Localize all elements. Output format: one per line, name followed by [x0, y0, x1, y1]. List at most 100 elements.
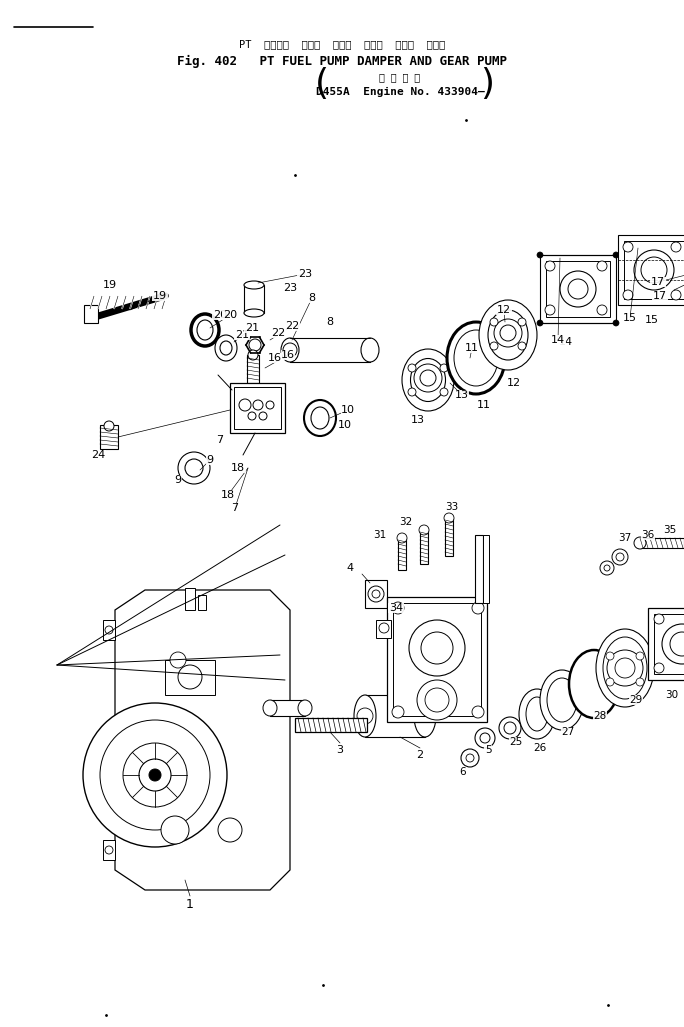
- Circle shape: [421, 632, 453, 664]
- Text: 13: 13: [455, 390, 469, 400]
- Bar: [618, 235, 684, 305]
- Text: (: (: [315, 67, 329, 101]
- Ellipse shape: [263, 700, 277, 716]
- Circle shape: [397, 533, 407, 543]
- Bar: [103, 840, 115, 860]
- Circle shape: [490, 318, 498, 326]
- Text: 34: 34: [389, 603, 403, 613]
- Text: PT  フェエル  ポンプ  ダンパ  および  ギター  ポンプ: PT フェエル ポンプ ダンパ および ギター ポンプ: [239, 39, 445, 49]
- Ellipse shape: [215, 335, 237, 362]
- Circle shape: [537, 252, 543, 258]
- Circle shape: [248, 412, 256, 420]
- Ellipse shape: [414, 695, 436, 737]
- Text: 23: 23: [283, 283, 297, 293]
- Text: 29: 29: [629, 695, 643, 705]
- Circle shape: [613, 252, 619, 258]
- Circle shape: [408, 364, 416, 372]
- Bar: [445, 518, 453, 556]
- Bar: [546, 261, 610, 317]
- Circle shape: [604, 565, 610, 571]
- Text: 12: 12: [497, 305, 511, 315]
- Ellipse shape: [354, 695, 376, 737]
- Text: 24: 24: [91, 450, 105, 460]
- Circle shape: [600, 561, 614, 575]
- Circle shape: [440, 364, 448, 372]
- Text: 17: 17: [653, 291, 667, 301]
- Text: 4: 4: [346, 563, 354, 573]
- Text: 15: 15: [623, 313, 637, 324]
- Circle shape: [606, 678, 614, 686]
- Circle shape: [372, 589, 380, 598]
- Text: 14: 14: [559, 337, 573, 347]
- Bar: [483, 535, 489, 603]
- Circle shape: [518, 342, 526, 350]
- Circle shape: [185, 459, 203, 477]
- Circle shape: [641, 257, 667, 283]
- Circle shape: [472, 602, 484, 614]
- Circle shape: [357, 708, 373, 724]
- Ellipse shape: [244, 309, 264, 317]
- Ellipse shape: [547, 678, 577, 722]
- Circle shape: [440, 388, 448, 396]
- Circle shape: [654, 663, 664, 673]
- Circle shape: [417, 680, 457, 720]
- Circle shape: [178, 452, 210, 484]
- Text: 6: 6: [460, 767, 466, 777]
- Text: 8: 8: [326, 317, 334, 327]
- Text: Fig. 402   PT FUEL PUMP DAMPER AND GEAR PUMP: Fig. 402 PT FUEL PUMP DAMPER AND GEAR PU…: [177, 54, 507, 68]
- Circle shape: [420, 370, 436, 386]
- Text: 25: 25: [510, 737, 523, 747]
- Text: 18: 18: [221, 490, 235, 500]
- Circle shape: [613, 320, 619, 326]
- Polygon shape: [115, 589, 290, 890]
- Text: 14: 14: [551, 335, 565, 345]
- Circle shape: [545, 305, 555, 315]
- Text: 31: 31: [373, 530, 386, 540]
- Text: 20: 20: [213, 310, 227, 320]
- Text: 23: 23: [298, 269, 312, 279]
- Circle shape: [597, 261, 607, 271]
- Ellipse shape: [361, 338, 379, 362]
- Circle shape: [560, 271, 596, 307]
- Circle shape: [392, 602, 404, 614]
- Circle shape: [475, 728, 495, 748]
- Bar: [420, 530, 428, 564]
- Circle shape: [616, 553, 624, 561]
- Text: 26: 26: [534, 743, 547, 753]
- Bar: [84, 305, 98, 324]
- Text: 9: 9: [207, 455, 213, 465]
- Circle shape: [466, 754, 474, 762]
- Bar: [648, 608, 684, 680]
- Circle shape: [249, 339, 261, 351]
- Bar: [100, 425, 118, 449]
- Ellipse shape: [603, 637, 647, 699]
- Circle shape: [139, 759, 171, 791]
- Bar: [393, 603, 481, 716]
- Bar: [290, 338, 370, 362]
- Ellipse shape: [281, 338, 299, 362]
- Text: 36: 36: [642, 530, 655, 540]
- Circle shape: [636, 652, 644, 660]
- Circle shape: [518, 318, 526, 326]
- Circle shape: [636, 678, 644, 686]
- Circle shape: [83, 703, 227, 847]
- Ellipse shape: [197, 320, 213, 340]
- Ellipse shape: [488, 310, 528, 360]
- Ellipse shape: [596, 629, 654, 707]
- Text: 20: 20: [223, 310, 237, 320]
- Text: 19: 19: [103, 280, 117, 290]
- Bar: [365, 580, 387, 608]
- Text: 22: 22: [285, 321, 299, 331]
- Circle shape: [105, 626, 113, 634]
- Text: 27: 27: [562, 727, 575, 737]
- Circle shape: [634, 537, 646, 549]
- Bar: [398, 538, 406, 570]
- Text: 33: 33: [445, 502, 459, 512]
- Text: 16: 16: [268, 353, 282, 363]
- Text: 7: 7: [231, 503, 239, 514]
- Bar: [247, 355, 259, 383]
- Ellipse shape: [191, 314, 219, 346]
- Text: 18: 18: [231, 463, 245, 473]
- Bar: [387, 597, 487, 722]
- Circle shape: [419, 525, 429, 535]
